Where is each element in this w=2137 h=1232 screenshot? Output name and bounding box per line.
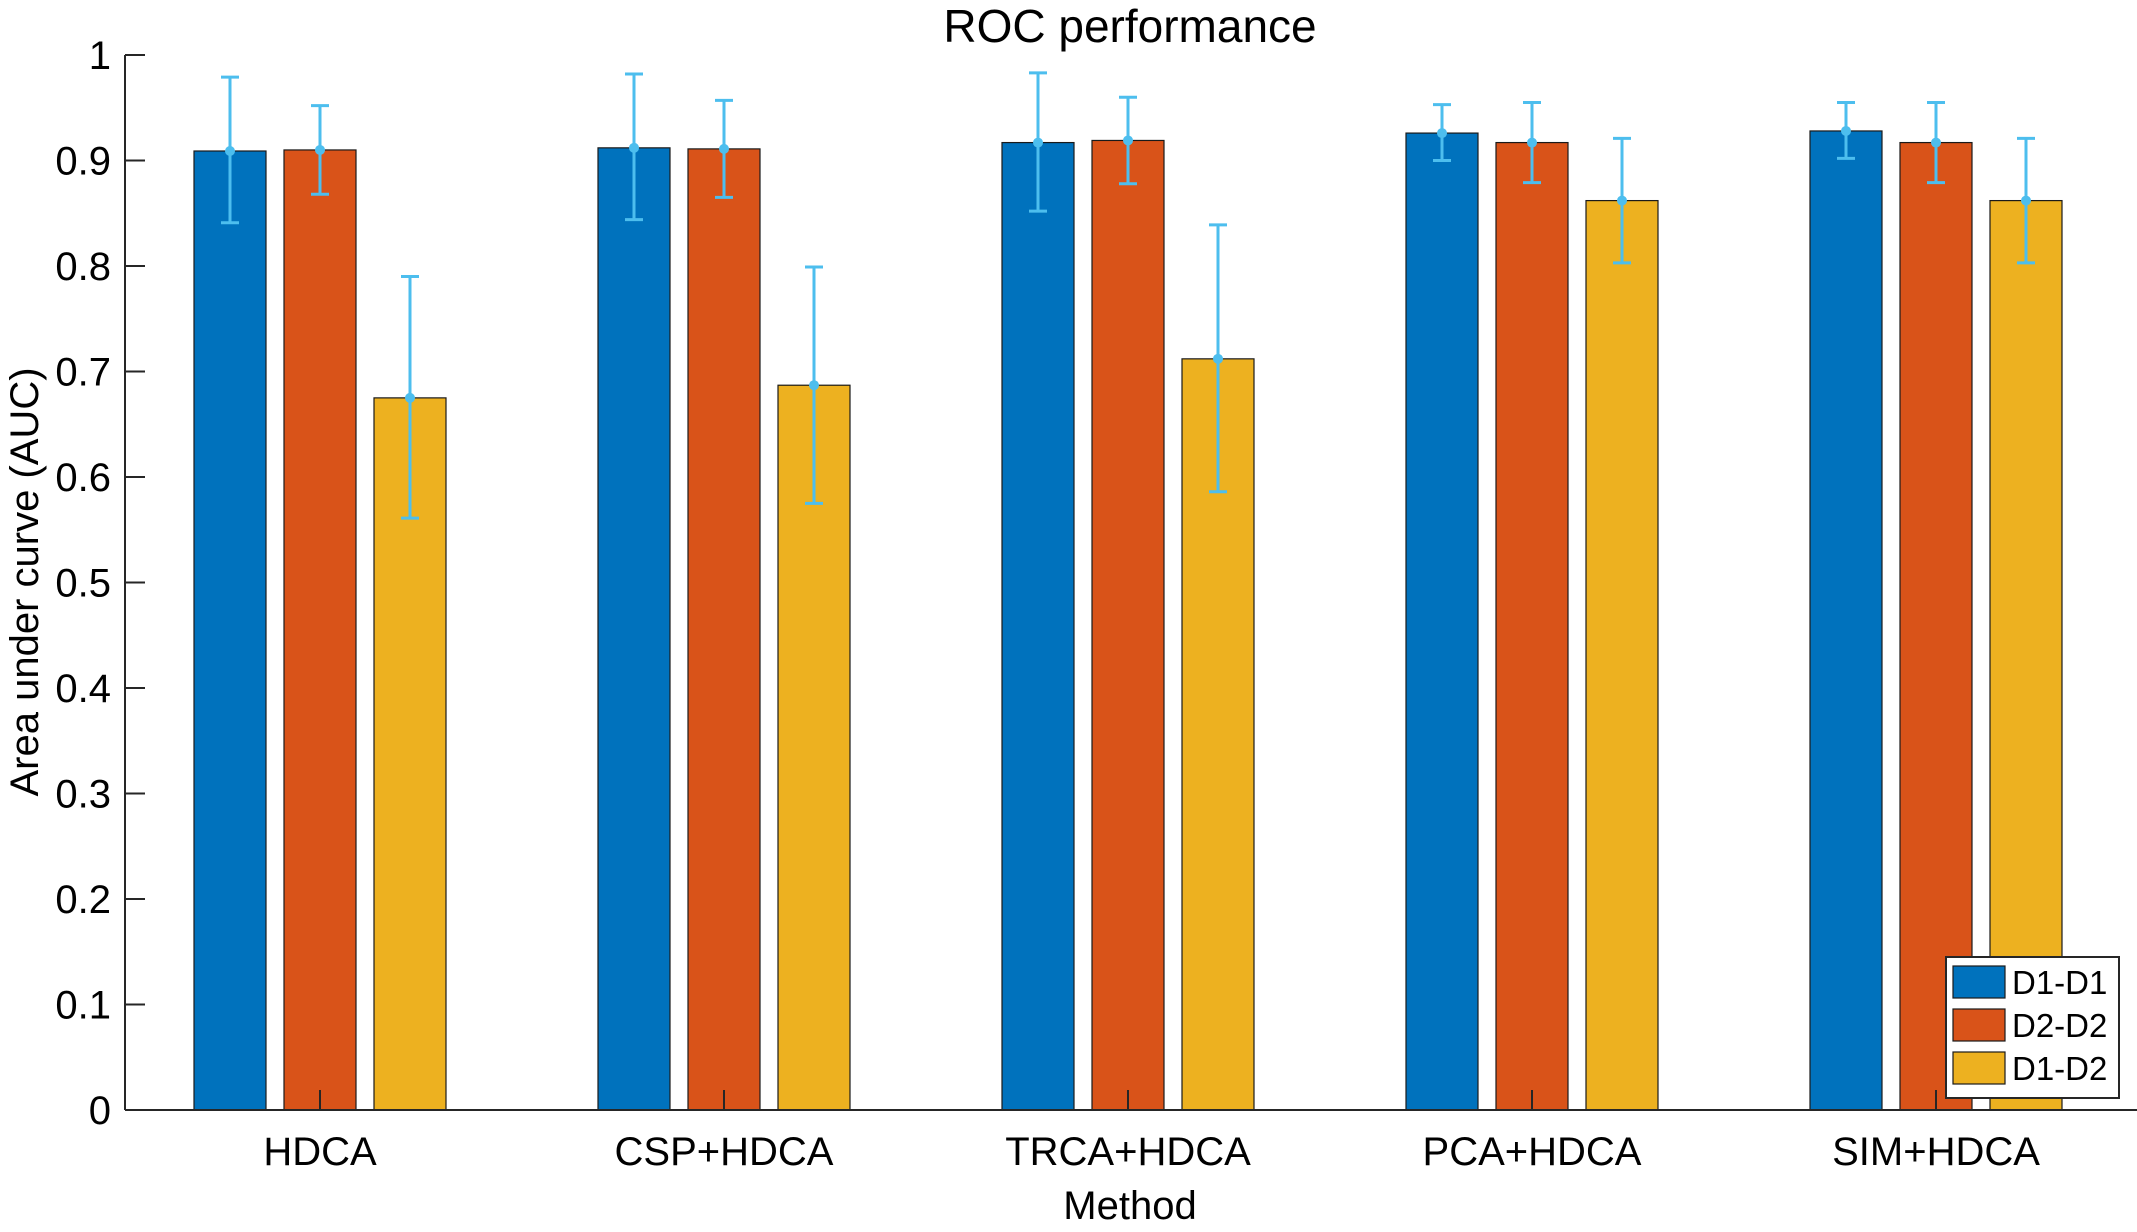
legend: D1-D1 D2-D2 D1-D2	[1945, 956, 2120, 1099]
error-bar-d1-d2-hdca	[401, 275, 419, 520]
y-tick-label: 0.6	[55, 456, 111, 500]
y-tick-label: 0.5	[55, 562, 111, 606]
error-bars-layer	[221, 71, 2035, 520]
error-bar-marker	[1617, 195, 1627, 206]
x-tick-label: HDCA	[263, 1130, 377, 1174]
y-ticks: 0 0.1 0.2 0.3 0.4 0.5 0.6 0.7 0.8 0.9 1	[55, 34, 145, 1133]
bar-d1-d2-csp-hdca	[777, 384, 851, 1111]
bar-d1-d1-trca-hdca	[1001, 141, 1075, 1111]
y-tick-label: 0.9	[55, 140, 111, 184]
bar-d1-d1-hdca	[193, 150, 267, 1111]
y-tick-label: 0	[89, 1089, 111, 1133]
bar-d1-d1-pca-hdca	[1405, 132, 1479, 1111]
bar-d1-d1-csp-hdca	[597, 147, 671, 1111]
y-tick-label: 0.1	[55, 984, 111, 1028]
error-bar-d1-d2-csp-hdca	[805, 265, 823, 505]
error-bar-d1-d1-sim-hdca	[1837, 100, 1855, 160]
error-bar-marker	[1527, 137, 1537, 148]
chart-title: ROC performance	[943, 0, 1316, 52]
y-tick-label: 0.4	[55, 667, 111, 711]
legend-swatch-d1-d1	[1952, 965, 2006, 999]
error-bar-marker	[1213, 353, 1223, 364]
x-ticks: HDCA CSP+HDCA TRCA+HDCA PCA+HDCA SIM+HDCA	[263, 1090, 2040, 1174]
error-bar-marker	[1437, 128, 1447, 139]
x-tick-label: TRCA+HDCA	[1005, 1130, 1251, 1174]
y-tick-label: 1	[89, 34, 111, 78]
bars-layer	[193, 130, 2063, 1111]
bar-d2-d2-sim-hdca	[1899, 141, 1973, 1111]
error-bar-d1-d2-trca-hdca	[1209, 223, 1227, 494]
legend-label-d2-d2: D2-D2	[2012, 1007, 2107, 1044]
y-tick-label: 0.3	[55, 773, 111, 817]
x-axis-title: Method	[1063, 1184, 1196, 1227]
error-bar-d1-d2-pca-hdca	[1613, 136, 1631, 265]
error-bar-marker	[1033, 137, 1043, 148]
y-axis-title: Area under curve (AUC)	[3, 367, 47, 796]
error-bar-marker	[629, 142, 639, 153]
error-bar-marker	[315, 144, 325, 155]
y-tick-label: 0.2	[55, 878, 111, 922]
error-bar-d1-d2-sim-hdca	[2017, 136, 2035, 265]
legend-label-d1-d1: D1-D1	[2012, 964, 2107, 1001]
error-bar-marker	[2021, 195, 2031, 206]
legend-label-d1-d2: D1-D2	[2012, 1050, 2107, 1087]
bar-d2-d2-hdca	[283, 149, 357, 1111]
legend-swatch-d2-d2	[1952, 1008, 2006, 1042]
error-bar-marker	[225, 146, 235, 157]
error-bar-marker	[405, 392, 415, 403]
legend-items: D1-D1 D2-D2 D1-D2	[1952, 964, 2107, 1087]
error-bar-d2-d2-pca-hdca	[1523, 100, 1541, 185]
legend-swatch-d1-d2	[1952, 1051, 2006, 1085]
error-bar-marker	[1841, 125, 1851, 136]
error-bar-d2-d2-trca-hdca	[1119, 95, 1137, 186]
error-bar-d1-d1-trca-hdca	[1029, 71, 1047, 213]
x-tick-label: PCA+HDCA	[1423, 1130, 1642, 1174]
error-bar-d1-d1-pca-hdca	[1433, 103, 1451, 162]
error-bar-d1-d1-hdca	[221, 75, 239, 225]
error-bar-d2-d2-hdca	[311, 104, 329, 196]
bar-d1-d1-sim-hdca	[1809, 130, 1883, 1111]
y-tick-label: 0.7	[55, 351, 111, 395]
x-tick-label: CSP+HDCA	[615, 1130, 834, 1174]
bar-d2-d2-csp-hdca	[687, 148, 761, 1111]
error-bar-d2-d2-sim-hdca	[1927, 100, 1945, 185]
y-tick-label: 0.8	[55, 245, 111, 289]
error-bar-marker	[1931, 137, 1941, 148]
error-bar-marker	[1123, 135, 1133, 146]
error-bar-marker	[719, 143, 729, 154]
error-bar-d2-d2-csp-hdca	[715, 98, 733, 199]
bar-d2-d2-trca-hdca	[1091, 139, 1165, 1111]
bar-d1-d2-pca-hdca	[1585, 199, 1659, 1111]
bar-d2-d2-pca-hdca	[1495, 141, 1569, 1111]
error-bar-d1-d1-csp-hdca	[625, 72, 643, 222]
x-tick-label: SIM+HDCA	[1832, 1130, 2040, 1174]
error-bar-marker	[809, 380, 819, 391]
